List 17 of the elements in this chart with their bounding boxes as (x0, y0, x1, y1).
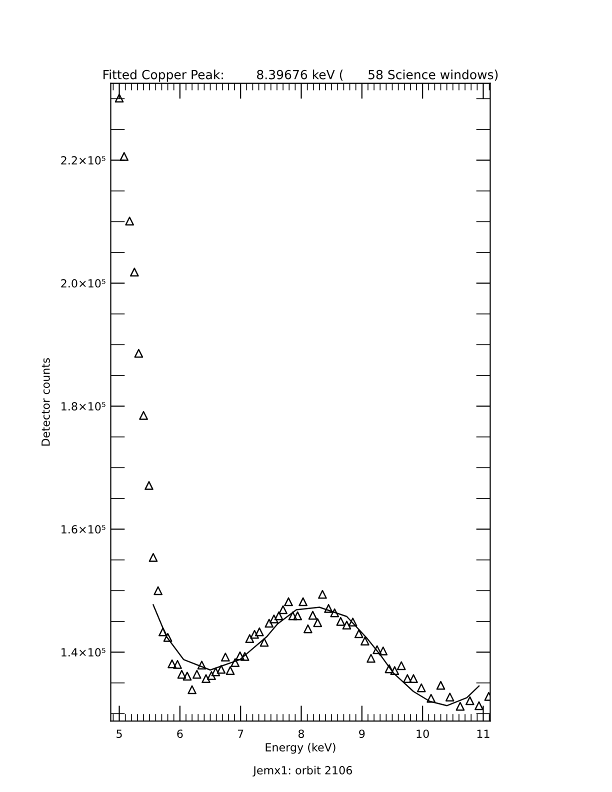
text: Jemx1: orbit 2106 (252, 766, 352, 777)
x-axis-title: Energy (keV) (266, 742, 336, 754)
line-series (152, 604, 480, 706)
y-tick-label: 1.8×10⁵ (62, 402, 106, 411)
chart-title: Fitted Copper Peak: 8.39676 keV ( 58 Science windows) (104, 70, 498, 82)
x-tick-label: 8 (298, 730, 304, 738)
x-tick-label: 5 (116, 730, 122, 738)
y-tick-label: 1.4×10⁵ (62, 648, 106, 657)
x-tick-label: 9 (359, 730, 365, 738)
y-tick-label: 1.6×10⁵ (62, 525, 106, 534)
x-tick-label: 10 (416, 730, 429, 738)
y-tick-label: 2.2×10⁵ (61, 156, 106, 165)
x-tick-label: 7 (238, 730, 244, 738)
x-tick-label: 11 (477, 730, 490, 738)
y-tick-label: 2.0×10⁵ (61, 279, 106, 288)
x-tick-label: 6 (177, 730, 183, 738)
y-axis-title: Detector counts (42, 358, 50, 446)
